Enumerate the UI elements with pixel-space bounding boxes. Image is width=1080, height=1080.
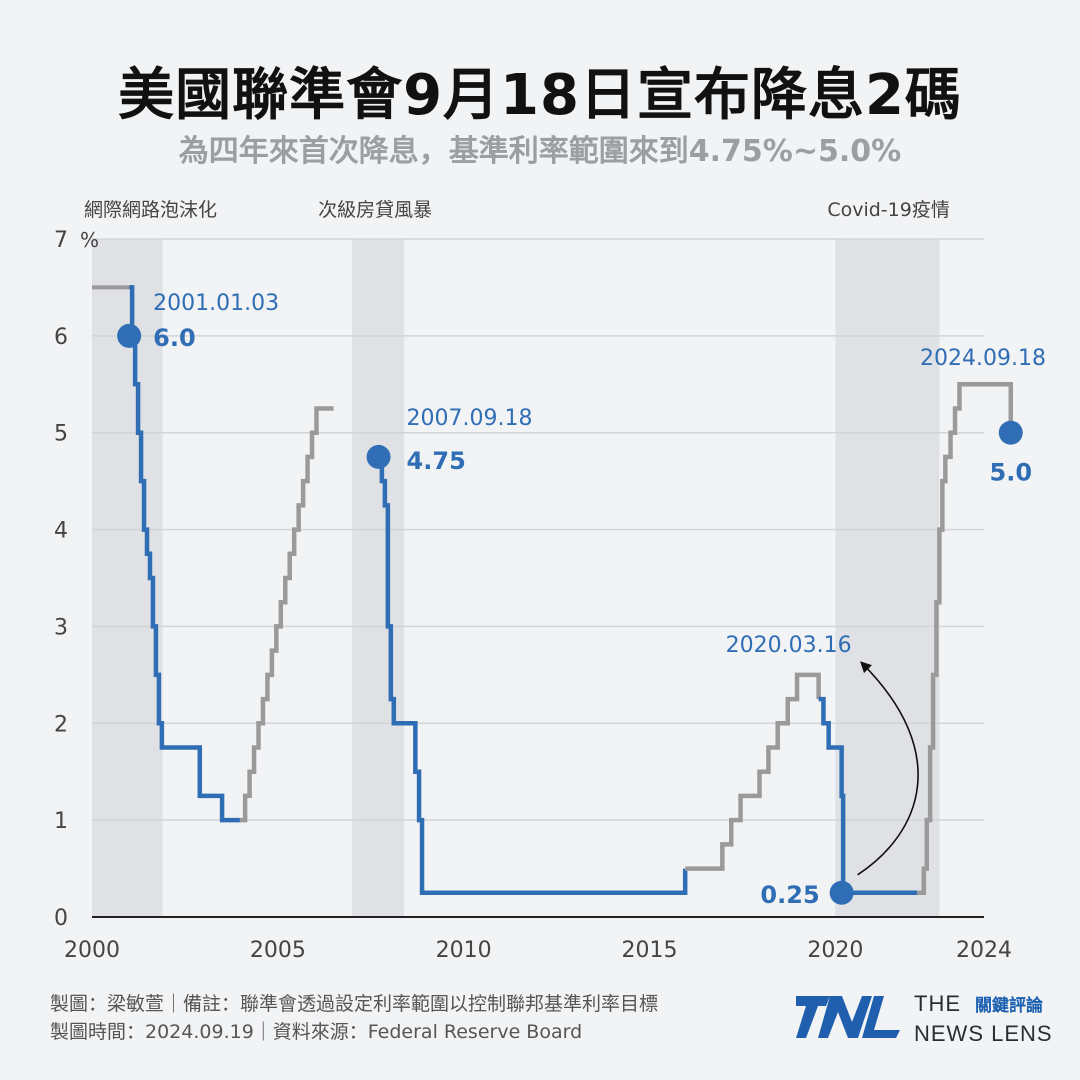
tnl-logo-icon [796, 996, 900, 1038]
y-tick-label: 7 [54, 228, 68, 253]
rate-cut-segment [818, 696, 918, 896]
y-tick-label: 3 [54, 615, 68, 640]
annotation-date: 2007.09.18 [407, 406, 533, 431]
rate-hike-segment [917, 382, 1014, 896]
shaded-period [352, 239, 405, 917]
annotation-date: 2020.03.16 [726, 633, 852, 658]
annotation-value: 4.75 [407, 447, 466, 475]
x-tick-label: 2020 [807, 938, 863, 963]
rate-hike-segment [685, 672, 821, 871]
annotation-value: 6.0 [153, 324, 196, 352]
x-tick-label: 2010 [436, 938, 492, 963]
shaded-period [835, 239, 940, 917]
rate-cut-segment [129, 285, 240, 823]
y-tick-label: 6 [54, 325, 68, 350]
logo-chinese-name: 關鍵評論 [975, 996, 1043, 1015]
annotation-value: 0.25 [760, 881, 819, 909]
rate-chart: 網際網路泡沫化 次級房貸風暴 Covid-19疫情 0 1 2 3 4 5 6 7 % 2000 200… [54, 199, 1046, 963]
logo-the: THE [914, 991, 961, 1016]
footer-source: 製圖時間：2024.09.19｜資料來源：Federal Reserve Boa… [50, 1021, 583, 1043]
annotation-date: 2001.01.03 [153, 291, 279, 316]
annotation-dot [998, 420, 1023, 445]
annotation-arrow [857, 661, 919, 876]
y-tick-label: 1 [54, 809, 68, 834]
y-tick-label: 0 [54, 906, 68, 931]
page-subtitle: 為四年來首次降息，基準利率範圍來到4.75%~5.0% [178, 134, 902, 169]
annotation-value: 5.0 [990, 459, 1033, 487]
shaded-period-label: 次級房貸風暴 [318, 199, 432, 221]
shaded-period-label: Covid-19疫情 [827, 199, 950, 221]
annotation-dot [829, 880, 854, 905]
y-tick-label: 5 [54, 422, 68, 447]
x-tick-label: 2000 [64, 938, 120, 963]
logo-news-lens: NEWS LENS [914, 1021, 1053, 1046]
x-tick-label: 2024 [956, 938, 1012, 963]
news-lens-logo: THE 關鍵評論 NEWS LENS [796, 990, 1056, 1046]
footer-credit: 製圖：梁敏萱｜備註：聯準會透過設定利率範圍以控制聯邦基準利率目標 [50, 993, 659, 1015]
x-tick-label: 2015 [622, 938, 678, 963]
y-tick-label: 2 [54, 712, 68, 737]
annotation-dot [366, 444, 391, 469]
y-unit-label: % [80, 228, 99, 252]
shaded-period-label: 網際網路泡沫化 [84, 199, 217, 221]
logo-wordmark: THE 關鍵評論 NEWS LENS [914, 990, 1053, 1048]
annotation-dot [117, 323, 142, 348]
annotation-date: 2024.09.18 [920, 346, 1046, 371]
x-tick-label: 2005 [250, 938, 306, 963]
footer: 製圖：梁敏萱｜備註：聯準會透過設定利率範圍以控制聯邦基準利率目標 製圖時間：20… [50, 990, 658, 1046]
y-tick-label: 4 [54, 519, 68, 544]
page-title: 美國聯準會9月18日宣布降息2碼 [118, 63, 962, 128]
rate-hike-segment [239, 406, 334, 823]
rate-cut-segment [378, 454, 688, 896]
